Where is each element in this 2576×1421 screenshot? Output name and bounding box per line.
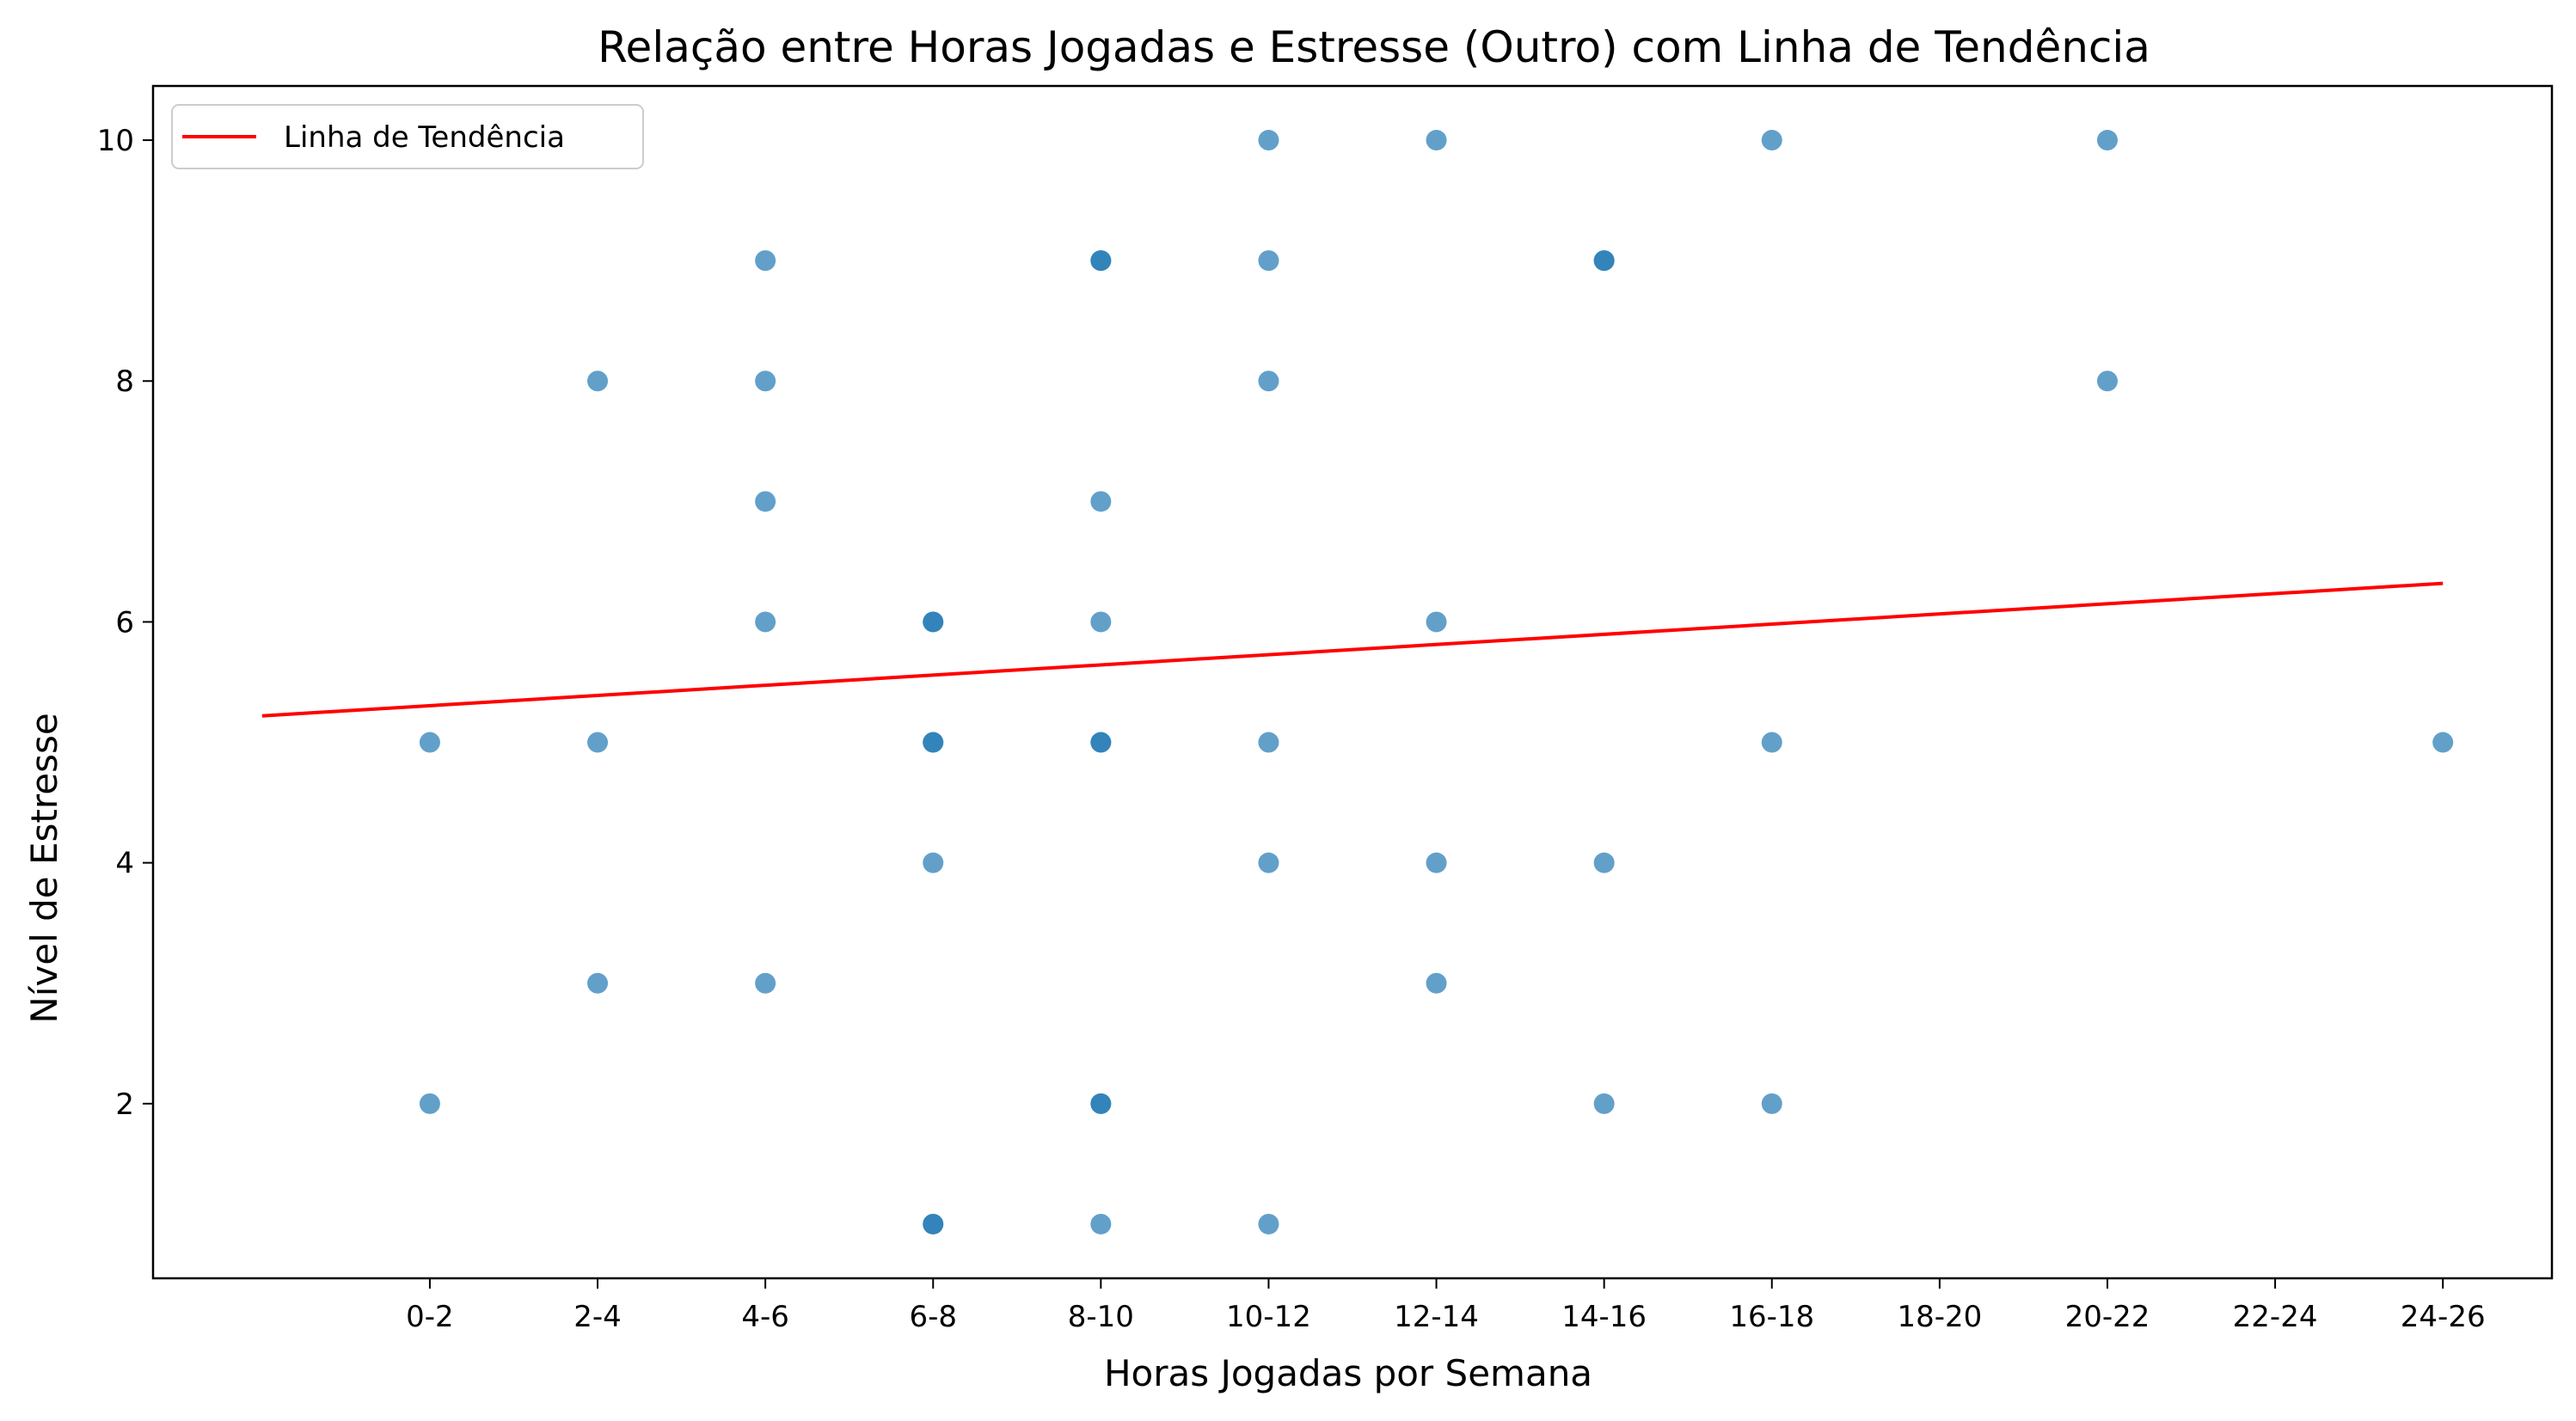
data-point [419, 732, 440, 753]
x-tick-label: 24-26 [2401, 1300, 2486, 1334]
legend-label-trend: Linha de Tendência [284, 120, 565, 155]
data-point [1258, 250, 1279, 272]
x-tick-label: 16-18 [1729, 1300, 1814, 1334]
data-point [587, 972, 609, 994]
data-point [2096, 371, 2118, 392]
data-point [1258, 852, 1279, 873]
data-point [1258, 371, 1279, 392]
data-point [1426, 972, 1447, 994]
legend-box [171, 104, 644, 169]
x-tick-label: 10-12 [1226, 1300, 1311, 1334]
data-point [419, 1093, 440, 1114]
data-point [1426, 130, 1447, 151]
data-point [1258, 1213, 1279, 1234]
x-tick-label: 12-14 [1394, 1300, 1479, 1334]
data-point [1090, 732, 1112, 753]
y-tick-label: 4 [115, 847, 134, 881]
data-point [1258, 130, 1279, 151]
data-point [923, 1213, 944, 1234]
x-tick-label: 6-8 [909, 1300, 957, 1334]
data-point [1258, 732, 1279, 753]
x-tick-label: 4-6 [741, 1300, 789, 1334]
data-point [1593, 1093, 1615, 1114]
data-point [587, 732, 609, 753]
data-point [1593, 250, 1615, 272]
data-point [1090, 1213, 1112, 1234]
data-point [1761, 130, 1782, 151]
x-axis-ticks: 0-2 2-4 4-6 6-8 8-10 10-12 12-14 14-16 16-18 18-2… [406, 1278, 2486, 1334]
x-tick-label: 20-22 [2065, 1300, 2150, 1334]
x-tick-label: 22-24 [2233, 1300, 2318, 1334]
y-tick-label: 2 [115, 1087, 134, 1122]
data-point [1090, 611, 1112, 633]
data-point [1090, 491, 1112, 512]
y-tick-label: 10 [97, 124, 134, 158]
data-point [755, 611, 776, 633]
x-tick-label: 18-20 [1897, 1300, 1982, 1334]
data-point [755, 491, 776, 512]
x-tick-label: 8-10 [1068, 1300, 1134, 1334]
data-point [2432, 732, 2454, 753]
legend: Linha de Tendência [171, 104, 644, 169]
x-tick-label: 2-4 [573, 1300, 622, 1334]
data-point [755, 972, 776, 994]
data-point [755, 250, 776, 272]
trend-line [261, 581, 2444, 718]
x-axis-label: Horas Jogadas por Semana [1104, 1352, 1592, 1394]
data-point [755, 371, 776, 392]
data-point [923, 732, 944, 753]
data-point [1426, 852, 1447, 873]
data-point [1593, 852, 1615, 873]
y-tick-label: 8 [115, 364, 134, 399]
x-tick-label: 14-16 [1561, 1300, 1647, 1334]
data-point [1761, 732, 1782, 753]
data-point [2096, 130, 2118, 151]
data-point [587, 371, 609, 392]
scatter-points [419, 130, 2454, 1234]
data-point [1090, 250, 1112, 272]
data-point [923, 611, 944, 633]
y-tick-label: 6 [115, 605, 134, 640]
data-point [1761, 1093, 1782, 1114]
plot-area-frame [151, 84, 2554, 1280]
data-point [1090, 1093, 1112, 1114]
data-point [923, 852, 944, 873]
y-axis-ticks: 2 4 6 8 10 [97, 124, 153, 1122]
x-tick-label: 0-2 [406, 1300, 454, 1334]
data-point [1426, 611, 1447, 633]
y-axis-label: Nível de Estresse [23, 713, 65, 1023]
chart-title: Relação entre Horas Jogadas e Estresse (… [598, 22, 2150, 72]
